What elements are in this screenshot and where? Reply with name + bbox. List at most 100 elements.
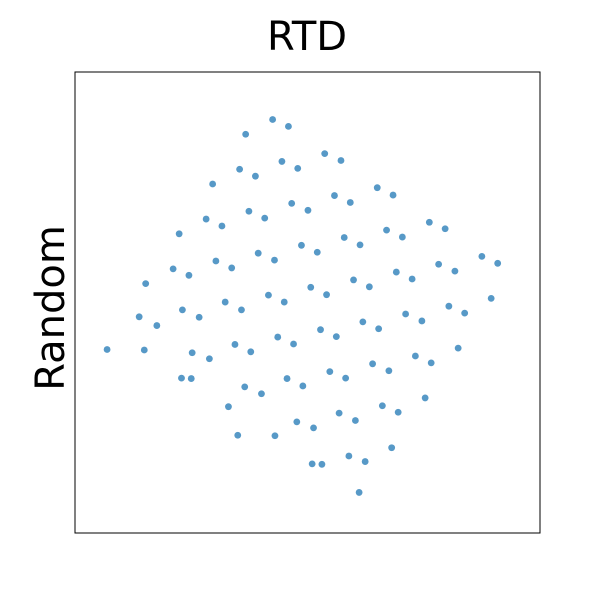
scatter-point <box>365 283 373 291</box>
scatter-point <box>242 130 250 138</box>
scatter-point <box>346 199 354 206</box>
scatter-point <box>317 326 324 334</box>
scatter-point <box>265 291 272 299</box>
y-axis-label: Random <box>28 225 74 391</box>
scatter-point <box>445 302 453 310</box>
scatter-point <box>355 489 363 496</box>
scatter-point <box>238 306 245 314</box>
scatter-point <box>321 150 329 157</box>
scatter-point <box>350 276 357 284</box>
scatter-point <box>258 390 265 398</box>
scatter-point <box>307 283 315 291</box>
scatter-point <box>178 374 185 382</box>
scatter-point <box>294 164 302 172</box>
scatter-point <box>188 349 196 357</box>
scatter-point <box>340 234 348 241</box>
scatter-point <box>402 310 410 318</box>
scatter-point <box>254 249 262 257</box>
scatter-point <box>234 431 242 439</box>
scatter-point <box>225 403 232 411</box>
scatter-point <box>388 444 396 452</box>
scatter-point <box>411 352 419 360</box>
scatter-point <box>378 402 386 410</box>
scatter-point <box>304 206 312 214</box>
scatter-point <box>408 275 416 283</box>
scatter-point <box>389 191 397 199</box>
scatter-point <box>310 424 317 432</box>
scatter-point <box>454 344 462 352</box>
scatter-point <box>373 184 381 192</box>
scatter-point <box>179 306 186 314</box>
scatter-point <box>185 271 193 279</box>
scatter-point <box>361 458 369 465</box>
scatter-point <box>103 346 111 353</box>
scatter-point <box>245 207 253 215</box>
plot-frame <box>74 71 541 534</box>
scatter-point <box>318 460 326 468</box>
scatter-point <box>236 165 244 173</box>
scatter-point <box>241 383 249 391</box>
scatter-point <box>187 375 195 382</box>
scatter-point <box>298 241 305 249</box>
scatter-point <box>398 233 406 241</box>
scatter-point <box>331 192 338 199</box>
scatter-point <box>451 267 459 275</box>
scatter-point <box>205 355 213 363</box>
scatter-point <box>285 122 292 130</box>
scatter-point <box>283 375 291 382</box>
scatter-point <box>332 333 340 341</box>
scatter-point <box>421 394 429 402</box>
scatter-point <box>271 432 279 440</box>
scatter-point <box>218 222 226 230</box>
scatter-point <box>288 199 296 207</box>
scatter-point <box>383 226 390 234</box>
scatter-point <box>252 172 259 180</box>
scatter-point <box>271 256 278 264</box>
scatter-point <box>140 346 148 354</box>
scatter-point <box>337 157 345 164</box>
scatter-point <box>261 214 269 222</box>
scatter-point <box>313 248 321 256</box>
scatter-point <box>293 418 301 426</box>
scatter-point <box>375 325 383 333</box>
scatter-point <box>356 241 364 249</box>
scatter-point <box>351 417 359 424</box>
scatter-point <box>169 265 177 273</box>
scatter-point <box>221 298 229 306</box>
scatter-point <box>369 360 376 368</box>
scatter-point <box>153 322 161 329</box>
scatter-point <box>280 298 288 306</box>
scatter-point <box>209 180 217 188</box>
chart-title: RTD <box>267 14 347 60</box>
scatter-point <box>135 313 143 321</box>
scatter-point <box>385 367 393 375</box>
scatter-point <box>323 291 330 299</box>
scatter-point <box>326 368 334 376</box>
scatter-point <box>142 280 150 287</box>
scatter-point <box>195 313 203 321</box>
scatter-point <box>212 257 220 265</box>
scatter-point <box>435 260 443 268</box>
scatter-point <box>418 317 426 325</box>
scatter-point <box>269 116 277 123</box>
scatter-point <box>335 409 343 417</box>
scatter-point <box>290 340 297 348</box>
scatter-point <box>247 348 255 356</box>
scatter-point <box>231 341 239 348</box>
scatter-point <box>394 408 402 416</box>
scatter-point <box>425 218 433 226</box>
scatter-point <box>392 268 400 276</box>
scatter-point <box>427 359 435 367</box>
scatter-point <box>202 215 210 223</box>
scatter-point <box>342 374 350 382</box>
scatter-point <box>441 225 449 233</box>
scatter-point <box>345 452 353 460</box>
scatter-point <box>299 382 307 390</box>
scatter-point <box>461 309 469 317</box>
scatter-point <box>359 318 367 326</box>
scatter-point <box>487 294 495 302</box>
scatter-point <box>175 230 183 238</box>
scatter-point <box>494 259 502 267</box>
scatter-point <box>308 460 316 468</box>
